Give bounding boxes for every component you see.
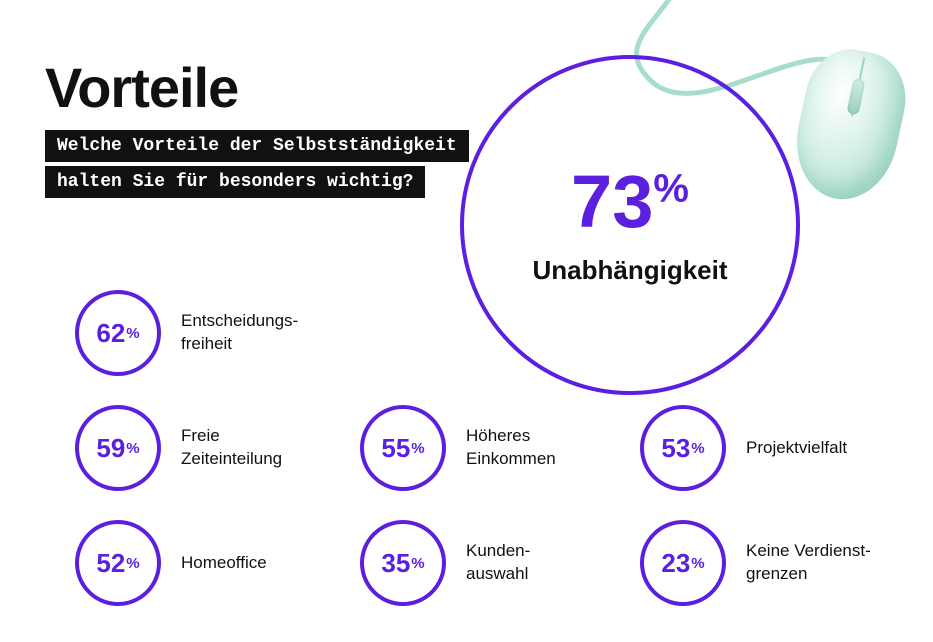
stat-item: 59% FreieZeiteinteilung <box>75 405 282 491</box>
stat-number: 55 <box>381 433 410 464</box>
stat-label: FreieZeiteinteilung <box>181 425 282 471</box>
question-line-1: Welche Vorteile der Selbstständigkeit <box>45 130 469 162</box>
percent-sign: % <box>411 440 424 457</box>
stat-number: 52 <box>96 548 125 579</box>
question-line-2: halten Sie für besonders wichtig? <box>45 166 425 198</box>
stat-circle: 35% <box>360 520 446 606</box>
percent-sign: % <box>126 555 139 572</box>
mouse-icon <box>785 41 914 209</box>
stat-label: Projektvielfalt <box>746 437 847 460</box>
stat-label: Kunden-auswahl <box>466 540 530 586</box>
stat-label: Entscheidungs-freiheit <box>181 310 298 356</box>
hero-stat: 73% Unabhängigkeit <box>460 55 800 395</box>
stat-number: 62 <box>96 318 125 349</box>
percent-sign: % <box>411 555 424 572</box>
hero-number: 73 <box>571 160 653 243</box>
stat-label: Keine Verdienst-grenzen <box>746 540 871 586</box>
stat-item: 62% Entscheidungs-freiheit <box>75 290 298 376</box>
page: Vorteile Welche Vorteile der Selbstständ… <box>0 0 933 642</box>
stat-circle: 53% <box>640 405 726 491</box>
stat-item: 53% Projektvielfalt <box>640 405 847 491</box>
question-block: Welche Vorteile der Selbstständigkeit ha… <box>45 130 469 202</box>
stat-number: 35 <box>381 548 410 579</box>
stat-number: 53 <box>661 433 690 464</box>
stat-number: 59 <box>96 433 125 464</box>
stat-item: 35% Kunden-auswahl <box>360 520 530 606</box>
percent-sign: % <box>653 166 689 210</box>
stat-number: 23 <box>661 548 690 579</box>
hero-label: Unabhängigkeit <box>460 255 800 286</box>
stat-circle: 59% <box>75 405 161 491</box>
stat-circle: 23% <box>640 520 726 606</box>
percent-sign: % <box>691 555 704 572</box>
stat-circle: 52% <box>75 520 161 606</box>
stat-item: 52% Homeoffice <box>75 520 267 606</box>
percent-sign: % <box>126 325 139 342</box>
stat-circle: 62% <box>75 290 161 376</box>
stat-item: 23% Keine Verdienst-grenzen <box>640 520 871 606</box>
hero-value: 73% <box>460 165 800 239</box>
stat-label: Homeoffice <box>181 552 267 575</box>
stat-circle: 55% <box>360 405 446 491</box>
stat-label: HöheresEinkommen <box>466 425 556 471</box>
stat-item: 55% HöheresEinkommen <box>360 405 556 491</box>
percent-sign: % <box>126 440 139 457</box>
percent-sign: % <box>691 440 704 457</box>
page-title: Vorteile <box>45 55 238 120</box>
